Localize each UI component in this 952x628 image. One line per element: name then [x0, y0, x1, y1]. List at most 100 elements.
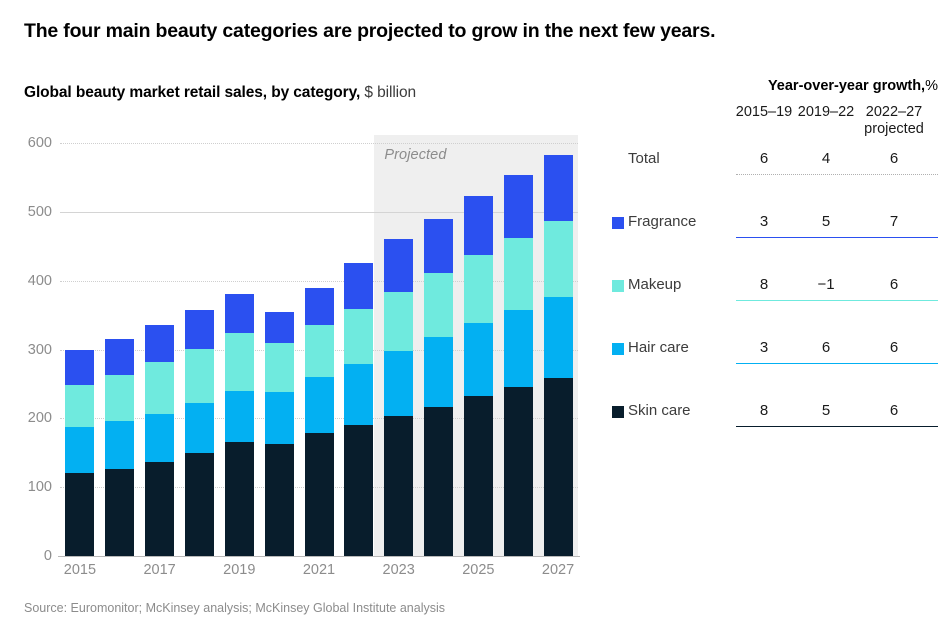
growth-row-fragrance: Fragrance 3 5 7 [612, 213, 938, 253]
y-tick-label-600: 600 [27, 135, 52, 151]
bar-segment-skin-care-2018[interactable] [184, 452, 214, 556]
bar-segment-makeup-2022[interactable] [344, 308, 374, 364]
bar-segment-fragrance-2018[interactable] [184, 309, 214, 349]
gridline-400 [60, 280, 578, 282]
bar-segment-fragrance-2027[interactable] [543, 154, 573, 222]
y-tick-label-100: 100 [27, 479, 52, 496]
growth-column-header-1: 2015–19 [735, 104, 793, 120]
bar-segment-skin-care-2025[interactable] [463, 396, 493, 556]
bar-segment-makeup-2015[interactable] [65, 385, 95, 428]
growth-row-hair-care: Hair care 3 6 6 [612, 339, 938, 379]
x-tick-label-2023: 2023 [382, 562, 415, 578]
y-tick-label-0: 0 [43, 548, 52, 564]
bar-segment-skin-care-2027[interactable] [543, 377, 573, 556]
bar-segment-hair-care-2016[interactable] [105, 421, 135, 470]
bar-segment-makeup-2017[interactable] [145, 361, 175, 414]
bars-container [60, 135, 578, 556]
growth-row-label: Fragrance [628, 213, 697, 230]
bar-segment-hair-care-2019[interactable] [224, 390, 254, 443]
bar-segment-fragrance-2026[interactable] [503, 175, 533, 238]
y-tick-label-400: 400 [27, 272, 52, 289]
bar-segment-fragrance-2020[interactable] [264, 311, 294, 344]
bar-2025[interactable] [463, 143, 493, 556]
bar-2018[interactable] [184, 143, 214, 556]
page-title: The four main beauty categories are proj… [24, 20, 716, 42]
bar-segment-hair-care-2023[interactable] [384, 350, 414, 416]
bar-segment-makeup-2026[interactable] [503, 238, 533, 310]
bar-segment-skin-care-2026[interactable] [503, 387, 533, 556]
bar-segment-fragrance-2015[interactable] [65, 349, 95, 386]
bar-segment-fragrance-2023[interactable] [384, 239, 414, 292]
bar-segment-fragrance-2016[interactable] [105, 339, 135, 375]
bar-2023[interactable] [384, 143, 414, 556]
bar-2016[interactable] [105, 143, 135, 556]
source-note: Source: Euromonitor; McKinsey analysis; … [24, 601, 446, 615]
growth-row-rule [736, 426, 938, 427]
growth-value: 6 [889, 276, 899, 293]
chart-subtitle: Global beauty market retail sales, by ca… [24, 84, 416, 102]
growth-value: 6 [889, 150, 899, 167]
bar-2027[interactable] [543, 143, 573, 556]
bar-2024[interactable] [424, 143, 454, 556]
bar-segment-fragrance-2024[interactable] [424, 218, 454, 274]
growth-table-header-text: Year-over-year growth, [767, 78, 926, 94]
growth-value: 5 [821, 213, 831, 230]
bar-2015[interactable] [65, 143, 95, 556]
bar-2021[interactable] [304, 143, 334, 556]
bar-2019[interactable] [224, 143, 254, 556]
bar-2022[interactable] [344, 143, 374, 556]
bar-segment-makeup-2024[interactable] [424, 273, 454, 338]
bar-segment-makeup-2016[interactable] [105, 374, 135, 422]
bar-segment-fragrance-2019[interactable] [224, 293, 254, 333]
bar-2020[interactable] [264, 143, 294, 556]
bar-segment-skin-care-2019[interactable] [224, 442, 254, 556]
bar-segment-makeup-2018[interactable] [184, 348, 214, 403]
growth-row-rule [736, 237, 938, 238]
x-tick-label-2027: 2027 [541, 562, 575, 578]
bar-segment-skin-care-2020[interactable] [264, 443, 294, 556]
bar-segment-skin-care-2015[interactable] [65, 473, 95, 556]
bar-segment-hair-care-2017[interactable] [145, 413, 175, 463]
bar-segment-skin-care-2023[interactable] [384, 415, 414, 556]
bar-segment-fragrance-2025[interactable] [463, 196, 493, 255]
growth-row-label: Total [628, 150, 660, 167]
bar-segment-skin-care-2016[interactable] [105, 469, 135, 556]
bar-segment-makeup-2020[interactable] [264, 343, 294, 392]
bar-segment-makeup-2019[interactable] [224, 333, 254, 391]
bar-segment-hair-care-2015[interactable] [65, 427, 95, 474]
growth-row-skin-care: Skin care 8 5 6 [612, 402, 938, 442]
bar-segment-hair-care-2027[interactable] [543, 296, 573, 378]
x-axis-ticks: 2015 2017 2019 2021 2023 2025 2027 [60, 562, 578, 588]
bar-segment-fragrance-2017[interactable] [145, 325, 175, 362]
bar-segment-skin-care-2024[interactable] [424, 406, 454, 556]
bar-2026[interactable] [503, 143, 533, 556]
bar-segment-hair-care-2021[interactable] [304, 377, 334, 434]
legend-swatch-fragrance [612, 217, 624, 229]
y-tick-label-300: 300 [27, 341, 52, 358]
growth-value: 8 [759, 402, 769, 419]
growth-value: 8 [759, 276, 769, 293]
growth-row-label: Skin care [628, 402, 691, 419]
bar-segment-hair-care-2020[interactable] [264, 391, 294, 444]
bar-segment-fragrance-2021[interactable] [304, 287, 334, 326]
x-tick-label-2015: 2015 [63, 562, 97, 578]
bar-segment-hair-care-2024[interactable] [424, 337, 454, 407]
bar-segment-skin-care-2017[interactable] [145, 462, 175, 556]
bar-segment-makeup-2025[interactable] [463, 254, 493, 323]
y-tick-label-200: 200 [27, 410, 52, 427]
bar-segment-skin-care-2021[interactable] [304, 433, 334, 556]
bar-segment-fragrance-2022[interactable] [344, 263, 374, 309]
bar-segment-makeup-2027[interactable] [543, 221, 573, 297]
x-tick-label-2021: 2021 [302, 562, 336, 578]
bar-segment-makeup-2021[interactable] [304, 325, 334, 378]
bar-segment-hair-care-2022[interactable] [344, 363, 374, 426]
x-tick-label-2025: 2025 [462, 562, 495, 578]
bar-2017[interactable] [145, 143, 175, 556]
bar-segment-skin-care-2022[interactable] [344, 425, 374, 556]
bar-segment-hair-care-2018[interactable] [184, 402, 214, 453]
bar-segment-makeup-2023[interactable] [384, 291, 414, 351]
bar-segment-hair-care-2025[interactable] [463, 322, 493, 397]
projected-annotation: Projected [384, 147, 447, 163]
growth-value: 6 [821, 339, 831, 356]
bar-segment-hair-care-2026[interactable] [503, 309, 533, 388]
